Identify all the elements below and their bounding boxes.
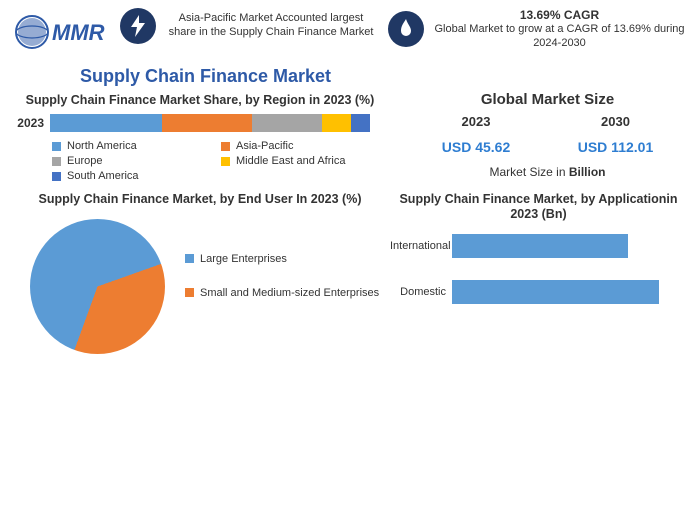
gms-val-1: USD 112.01 — [578, 129, 654, 155]
legend-item: Small and Medium-sized Enterprises — [185, 287, 379, 299]
legend-swatch — [185, 288, 194, 297]
gms-unit: Market Size in Billion — [408, 155, 687, 179]
legend-swatch — [52, 157, 61, 166]
legend-label: Europe — [67, 155, 102, 167]
legend-label: South America — [67, 170, 139, 182]
svg-text:MMR: MMR — [52, 20, 105, 45]
region-seg — [50, 114, 162, 132]
mmr-logo: MMR — [10, 8, 110, 56]
legend-item: Middle East and Africa — [221, 155, 390, 167]
region-year-label: 2023 — [10, 116, 50, 130]
legend-label: Asia-Pacific — [236, 140, 293, 152]
enduser-chart-title: Supply Chain Finance Market, by End User… — [10, 190, 390, 213]
global-size-title: Global Market Size — [408, 91, 687, 108]
gms-year-0: 2023 — [442, 114, 510, 129]
gms-val-0: USD 45.62 — [442, 129, 510, 155]
enduser-pie — [30, 219, 165, 354]
app-bar-row: Domestic — [390, 280, 677, 304]
region-seg — [252, 114, 322, 132]
legend-item: Europe — [52, 155, 221, 167]
app-chart-title: Supply Chain Finance Market, by Applicat… — [390, 190, 687, 228]
legend-item: Large Enterprises — [185, 253, 379, 265]
gms-unit-prefix: Market Size in — [489, 165, 568, 179]
region-stacked-bar — [50, 114, 370, 132]
app-bar-row: International — [390, 234, 677, 258]
bolt-icon — [120, 8, 156, 44]
region-seg — [322, 114, 351, 132]
cagr-text: Global Market to grow at a CAGR of 13.69… — [432, 23, 687, 51]
region-legend: North America Asia-Pacific Europe Middle Ea… — [10, 132, 390, 182]
legend-label: Small and Medium-sized Enterprises — [200, 287, 379, 299]
legend-item: South America — [52, 170, 221, 182]
legend-item: Asia-Pacific — [221, 140, 390, 152]
region-seg — [351, 114, 370, 132]
gms-unit-bold: Billion — [569, 165, 606, 179]
legend-swatch — [221, 142, 230, 151]
legend-swatch — [221, 157, 230, 166]
region-chart-title: Supply Chain Finance Market Share, by Re… — [10, 91, 390, 114]
gms-year-1: 2030 — [578, 114, 654, 129]
app-bar-chart: International Domestic — [390, 228, 687, 304]
app-bar — [452, 280, 659, 304]
legend-label: Middle East and Africa — [236, 155, 345, 167]
app-bar-label: Domestic — [390, 286, 452, 298]
app-bar-label: International — [390, 240, 452, 252]
region-seg — [162, 114, 252, 132]
legend-label: Large Enterprises — [200, 253, 287, 265]
legend-swatch — [52, 172, 61, 181]
app-bar — [452, 234, 628, 258]
flame-icon — [388, 11, 424, 47]
enduser-legend: Large Enterprises Small and Medium-sized … — [165, 253, 379, 321]
page-title: Supply Chain Finance Market — [0, 56, 697, 91]
callout-region-text: Asia-Pacific Market Accounted largest sh… — [164, 12, 378, 40]
legend-item: North America — [52, 140, 221, 152]
legend-swatch — [185, 254, 194, 263]
cagr-headline: 13.69% CAGR — [432, 8, 687, 23]
legend-swatch — [52, 142, 61, 151]
legend-label: North America — [67, 140, 137, 152]
